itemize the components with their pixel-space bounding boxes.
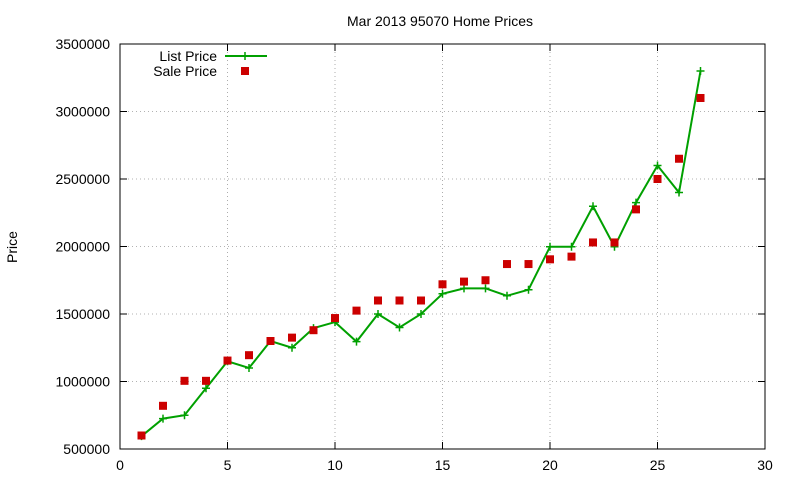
data-point-square	[653, 175, 662, 183]
data-point-square	[696, 94, 705, 102]
x-tick-label: 15	[435, 457, 451, 473]
data-point-square	[352, 306, 361, 315]
data-point-square	[223, 356, 232, 365]
data-point-square	[395, 296, 404, 305]
data-point-square	[245, 351, 253, 360]
y-tick-label: 500000	[63, 441, 110, 457]
data-point-plus	[374, 310, 382, 318]
data-point-square	[675, 154, 683, 163]
data-point-plus	[675, 188, 683, 197]
data-point-square	[288, 333, 296, 342]
data-point-square	[202, 376, 210, 385]
data-point-square	[331, 314, 339, 323]
x-tick-label: 10	[327, 457, 343, 473]
data-point-square	[632, 205, 640, 214]
data-point-square	[417, 296, 425, 305]
data-point-plus	[632, 198, 640, 207]
data-point-plus	[288, 343, 296, 352]
x-tick-label: 20	[542, 457, 558, 473]
series-layer	[137, 67, 705, 441]
data-point-square	[546, 255, 554, 264]
data-point-plus	[417, 310, 425, 318]
data-point-square	[589, 238, 597, 247]
y-tick-label: 3500000	[55, 36, 110, 52]
data-point-plus	[524, 285, 533, 294]
data-point-plus	[352, 337, 361, 346]
x-tick-label: 25	[650, 457, 666, 473]
legend-marker-list-price	[241, 52, 249, 60]
data-point-square	[438, 280, 447, 289]
y-tick-label: 1000000	[55, 374, 110, 390]
data-point-plus	[567, 242, 576, 251]
data-point-plus	[546, 242, 554, 251]
data-point-square	[610, 238, 619, 247]
data-point-square	[567, 252, 576, 261]
data-point-square	[503, 260, 511, 269]
data-point-plus	[180, 411, 189, 420]
data-point-plus	[460, 284, 468, 293]
y-tick-label: 1500000	[55, 306, 110, 322]
data-point-square	[524, 260, 533, 269]
data-point-plus	[503, 291, 511, 300]
data-point-square	[159, 401, 167, 410]
data-point-square	[266, 337, 275, 345]
legend: List Price Sale Price	[153, 48, 267, 79]
data-point-plus	[696, 67, 705, 75]
y-tick-label: 2000000	[55, 239, 110, 255]
y-tick-label: 3000000	[55, 104, 110, 120]
data-point-plus	[653, 161, 662, 170]
axis-ticks	[119, 43, 766, 450]
legend-label-sale-price: Sale Price	[153, 63, 217, 79]
x-tick-label: 5	[224, 457, 232, 473]
data-point-square	[460, 277, 468, 286]
data-point-square	[180, 376, 189, 385]
data-point-square	[374, 296, 382, 305]
data-point-square	[137, 431, 146, 440]
data-point-plus	[159, 414, 167, 423]
tick-labels: 0 5 10 15 20 25 30 500000 1000000 1500000 2000000 2…	[55, 36, 773, 473]
series-sale-price	[137, 94, 705, 440]
data-point-plus	[245, 364, 253, 372]
data-point-plus	[481, 284, 490, 293]
data-point-plus	[395, 323, 404, 332]
data-point-plus	[202, 384, 210, 393]
y-axis-label: Price	[4, 231, 20, 263]
data-point-plus	[438, 289, 447, 298]
legend-marker-sale-price	[241, 67, 249, 75]
data-point-plus	[589, 202, 597, 211]
x-tick-label: 30	[757, 457, 773, 473]
x-tick-label: 0	[116, 457, 124, 473]
data-point-square	[481, 276, 490, 285]
y-tick-label: 2500000	[55, 171, 110, 187]
legend-label-list-price: List Price	[159, 48, 217, 64]
data-point-square	[309, 326, 318, 335]
chart-title: Mar 2013 95070 Home Prices	[347, 13, 533, 29]
